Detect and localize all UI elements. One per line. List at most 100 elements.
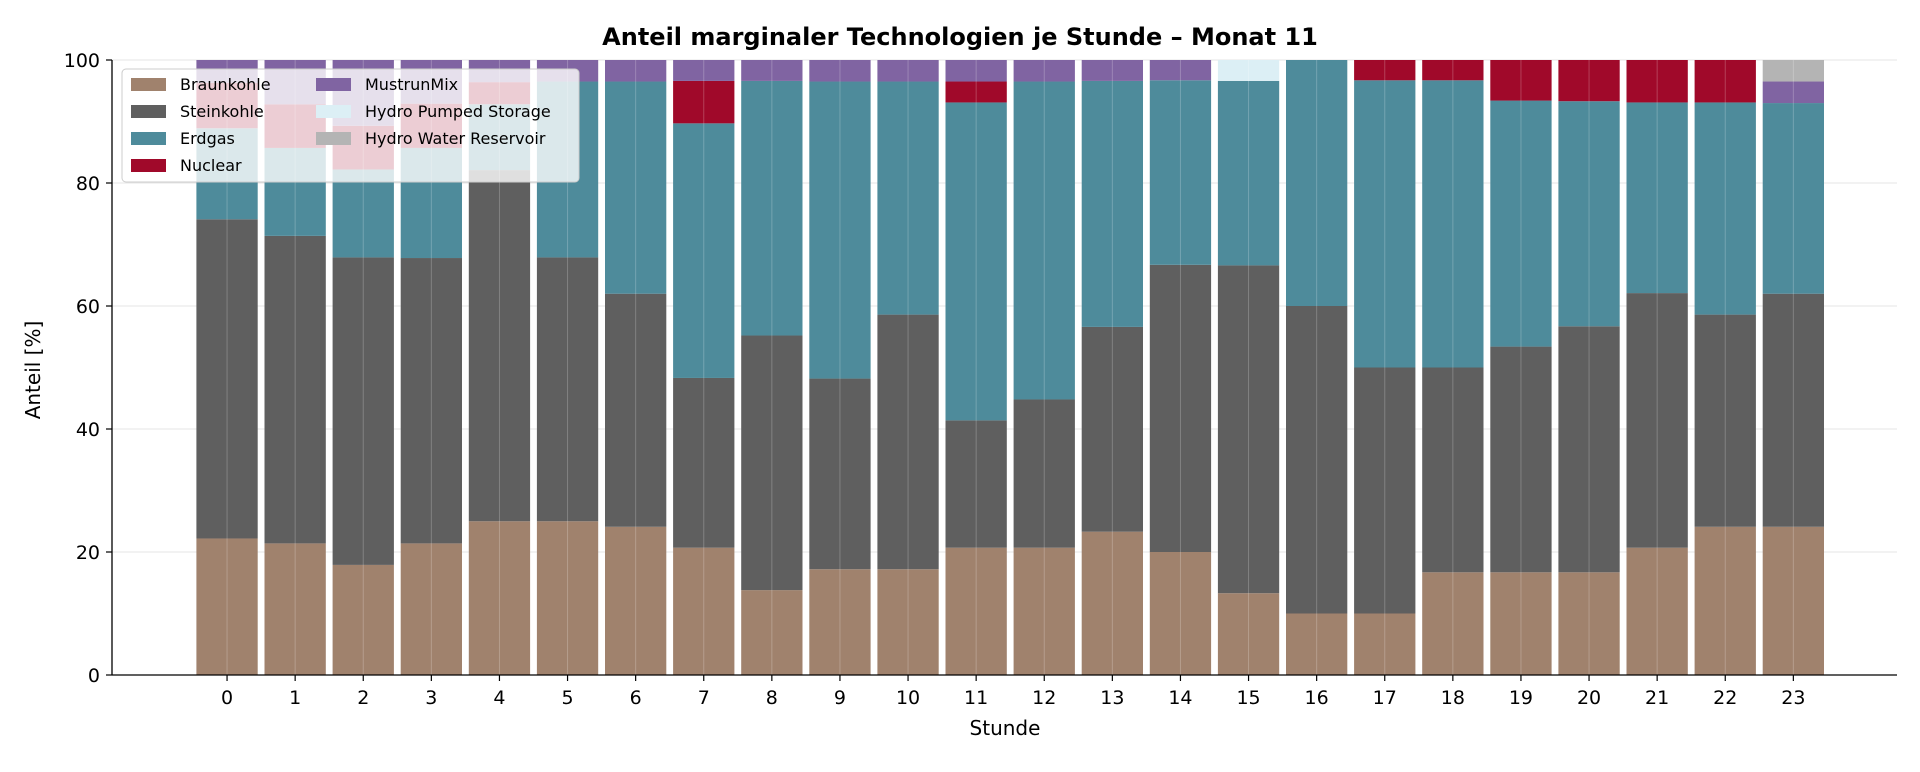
bar-segment-steinkohle <box>1013 399 1075 548</box>
legend-swatch <box>131 132 166 145</box>
bar-segment-erdgas <box>332 169 394 258</box>
chart-title: Anteil marginaler Technologien je Stunde… <box>602 23 1318 51</box>
legend-swatch <box>131 78 166 91</box>
x-tick-label: 4 <box>493 687 505 709</box>
bar-segment-steinkohle <box>468 170 531 522</box>
bar-segment-steinkohle <box>1286 306 1348 614</box>
x-tick-label: 19 <box>1509 687 1533 709</box>
y-tick-label: 80 <box>76 173 100 195</box>
legend-label: MustrunMix <box>365 75 458 94</box>
bar-segment-braunkohle <box>741 590 803 675</box>
x-tick-label: 9 <box>834 687 846 709</box>
y-tick-label: 20 <box>76 542 100 564</box>
bar-segment-mustrunmix <box>1013 60 1075 82</box>
bar-segment-erdgas <box>741 80 803 336</box>
legend-swatch <box>131 159 166 172</box>
y-tick-label: 0 <box>88 665 100 687</box>
legend-swatch <box>131 105 166 118</box>
x-tick-label: 7 <box>698 687 710 709</box>
bar-segment-braunkohle <box>809 569 871 675</box>
bar-segment-erdgas <box>1286 60 1348 306</box>
bar-segment-nuclear <box>1626 60 1688 103</box>
bar-segment-erdgas <box>809 81 871 379</box>
bar-segment-erdgas <box>945 102 1007 421</box>
bar-segment-erdgas <box>877 81 939 315</box>
bar-segment-braunkohle <box>468 521 531 675</box>
bar-segment-mustrunmix <box>945 60 1007 82</box>
legend-swatch <box>316 78 351 91</box>
x-tick-label: 18 <box>1441 687 1465 709</box>
bar-segment-erdgas <box>1013 81 1075 400</box>
bar-segment-steinkohle <box>605 293 667 527</box>
bar-segment-steinkohle <box>1558 326 1620 573</box>
bar-segment-steinkohle <box>1626 293 1688 548</box>
bar-segment-steinkohle <box>741 335 803 591</box>
x-axis-label: Stunde <box>970 716 1041 740</box>
bar-segment-steinkohle <box>400 258 462 544</box>
bar-segment-nuclear <box>673 80 735 124</box>
bar-segment-erdgas <box>1762 103 1824 294</box>
bar-segment-erdgas <box>1490 100 1552 347</box>
bar-segment-erdgas <box>1217 80 1280 266</box>
bar-segment-steinkohle <box>536 257 599 522</box>
bar-segment-nuclear <box>1490 60 1552 101</box>
x-tick-label: 8 <box>766 687 778 709</box>
bar-segment-braunkohle <box>673 547 735 675</box>
bar-segment-erdgas <box>1626 102 1688 294</box>
x-tick-label: 12 <box>1032 687 1056 709</box>
bar-segment-steinkohle <box>264 235 326 544</box>
x-tick-label: 17 <box>1373 687 1397 709</box>
bar-segment-mustrunmix <box>809 60 871 82</box>
x-tick-label: 5 <box>562 687 574 709</box>
bar-segment-steinkohle <box>196 219 258 539</box>
bar-segment-erdgas <box>1694 102 1756 315</box>
bars <box>196 60 1824 675</box>
y-tick-label: 40 <box>76 419 100 441</box>
y-tick-label: 60 <box>76 296 100 318</box>
bar-segment-mustrunmix <box>1149 60 1212 81</box>
bar-segment-hydro-pumped-storage <box>1217 60 1280 81</box>
x-tick-label: 13 <box>1100 687 1124 709</box>
x-tick-label: 20 <box>1577 687 1601 709</box>
bar-segment-steinkohle <box>1422 367 1484 573</box>
bar-segment-braunkohle <box>1762 526 1824 675</box>
bar-segment-braunkohle <box>196 538 258 675</box>
x-tick-label: 22 <box>1713 687 1737 709</box>
bar-segment-braunkohle <box>536 521 599 675</box>
bar-segment-mustrunmix <box>605 60 667 82</box>
bar-segment-mustrunmix <box>877 60 939 82</box>
x-tick-label: 2 <box>357 687 369 709</box>
bar-segment-braunkohle <box>1354 613 1416 675</box>
bar-segment-nuclear <box>945 81 1007 103</box>
x-tick-label: 11 <box>964 687 988 709</box>
legend-label: Hydro Water Reservoir <box>365 129 546 148</box>
x-tick-label: 14 <box>1168 687 1192 709</box>
bar-segment-steinkohle <box>1354 367 1416 614</box>
bar-segment-steinkohle <box>1490 346 1552 573</box>
legend-label: Hydro Pumped Storage <box>365 102 551 121</box>
bar-segment-steinkohle <box>1762 293 1824 527</box>
bar-segment-braunkohle <box>1149 552 1212 675</box>
bar-segment-steinkohle <box>945 420 1007 548</box>
x-tick-label: 0 <box>221 687 233 709</box>
bar-segment-steinkohle <box>673 377 735 548</box>
x-tick-label: 10 <box>896 687 920 709</box>
bar-segment-braunkohle <box>1286 613 1348 675</box>
bar-segment-steinkohle <box>1217 265 1280 594</box>
bar-segment-erdgas <box>1149 80 1212 265</box>
bar-segment-steinkohle <box>332 257 394 565</box>
x-tick-label: 3 <box>425 687 437 709</box>
bar-segment-erdgas <box>1081 80 1143 327</box>
bar-segment-braunkohle <box>1422 572 1484 675</box>
bar-segment-nuclear <box>1354 60 1416 81</box>
bar-segment-steinkohle <box>1149 264 1212 552</box>
bar-segment-braunkohle <box>264 543 326 675</box>
bar-segment-braunkohle <box>1694 526 1756 675</box>
legend-swatch <box>316 105 351 118</box>
x-tick-label: 21 <box>1645 687 1669 709</box>
bar-segment-nuclear <box>1422 60 1484 81</box>
bar-segment-nuclear <box>1694 60 1756 103</box>
y-axis-label: Anteil [%] <box>21 321 45 420</box>
x-tick-label: 23 <box>1781 687 1805 709</box>
